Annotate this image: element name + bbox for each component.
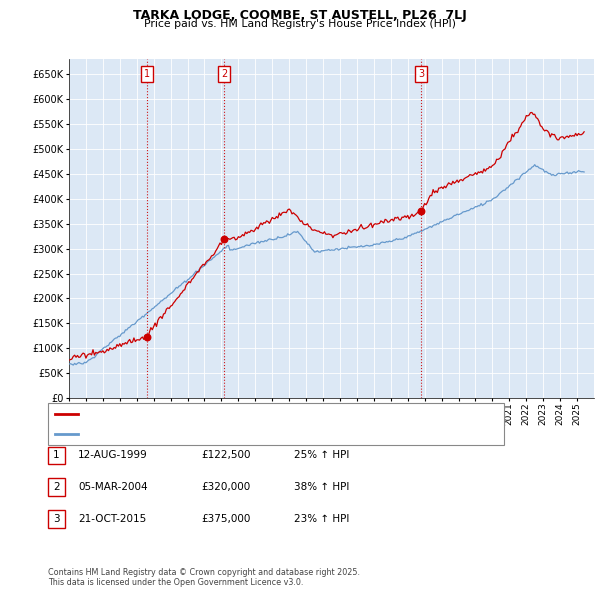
- Text: 12-AUG-1999: 12-AUG-1999: [78, 451, 148, 460]
- Text: 21-OCT-2015: 21-OCT-2015: [78, 514, 146, 524]
- Text: TARKA LODGE, COOMBE, ST AUSTELL, PL26  7LJ: TARKA LODGE, COOMBE, ST AUSTELL, PL26 7L…: [133, 9, 467, 22]
- Text: 05-MAR-2004: 05-MAR-2004: [78, 483, 148, 492]
- Text: £320,000: £320,000: [201, 483, 250, 492]
- Text: 1: 1: [144, 69, 150, 79]
- Text: £375,000: £375,000: [201, 514, 250, 524]
- Text: 2: 2: [53, 483, 60, 492]
- Text: 1: 1: [53, 451, 60, 460]
- Text: 2: 2: [221, 69, 227, 79]
- Text: 3: 3: [53, 514, 60, 524]
- Text: 38% ↑ HPI: 38% ↑ HPI: [294, 483, 349, 492]
- Text: 23% ↑ HPI: 23% ↑ HPI: [294, 514, 349, 524]
- Text: Contains HM Land Registry data © Crown copyright and database right 2025.
This d: Contains HM Land Registry data © Crown c…: [48, 568, 360, 587]
- Point: [142, 332, 152, 342]
- Point: [416, 206, 426, 216]
- Text: 3: 3: [418, 69, 424, 79]
- Text: 25% ↑ HPI: 25% ↑ HPI: [294, 451, 349, 460]
- Text: £122,500: £122,500: [201, 451, 251, 460]
- Text: Price paid vs. HM Land Registry's House Price Index (HPI): Price paid vs. HM Land Registry's House …: [144, 19, 456, 30]
- Text: TARKA LODGE, COOMBE, ST AUSTELL, PL26 7LJ (detached house): TARKA LODGE, COOMBE, ST AUSTELL, PL26 7L…: [83, 409, 403, 419]
- Point: [220, 234, 229, 243]
- Text: HPI: Average price, detached house, Cornwall: HPI: Average price, detached house, Corn…: [83, 429, 306, 439]
